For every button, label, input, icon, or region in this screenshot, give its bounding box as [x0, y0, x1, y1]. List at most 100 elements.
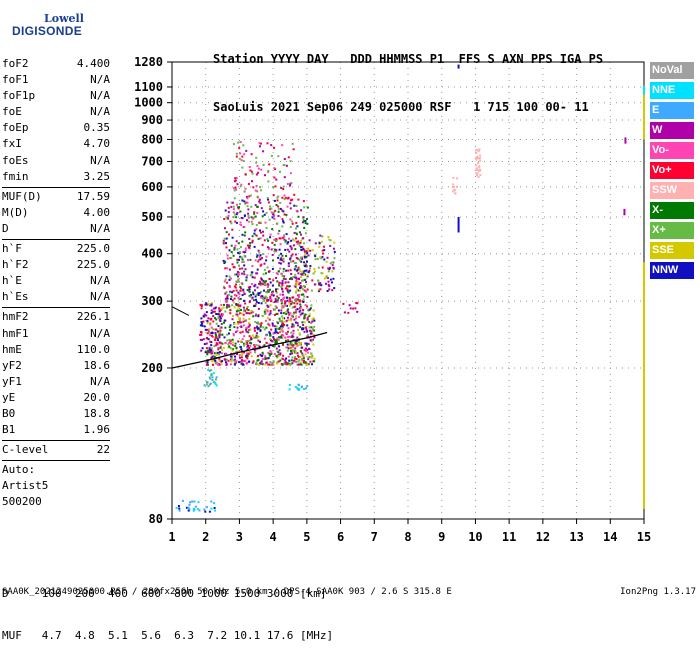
echo-point	[289, 289, 292, 292]
echo-point	[280, 309, 283, 312]
echo-point	[214, 344, 217, 347]
echo-point	[238, 280, 240, 283]
echo-point	[236, 322, 239, 325]
echo-point	[281, 196, 284, 199]
echo-point	[232, 359, 235, 362]
echo-point	[256, 359, 259, 362]
echo-point	[267, 305, 270, 308]
echo-point	[247, 183, 250, 185]
y-tick-label: 600	[141, 180, 163, 194]
echo-point	[242, 320, 245, 323]
echo-point	[208, 303, 211, 306]
echo-point	[235, 188, 238, 191]
echo-point	[293, 284, 296, 287]
echo-point	[286, 288, 289, 291]
echo-point	[295, 321, 297, 324]
echo-point	[211, 334, 213, 337]
echo-point	[205, 342, 208, 345]
echo-point	[227, 343, 230, 346]
echo-point	[294, 285, 297, 288]
echo-point	[229, 339, 232, 342]
echo-point	[479, 157, 481, 160]
echo-point	[259, 264, 262, 267]
echo-point	[291, 306, 294, 309]
echo-point	[225, 363, 228, 366]
echo-point	[224, 352, 226, 355]
echo-point	[266, 266, 269, 269]
echo-point	[246, 326, 248, 329]
echo-point	[333, 250, 336, 253]
echo-point	[242, 317, 245, 320]
echo-point	[199, 338, 202, 341]
param-value: 225.0	[76, 258, 110, 272]
echo-point	[239, 304, 242, 307]
echo-point	[285, 233, 288, 236]
echo-point	[479, 169, 482, 171]
echo-point	[175, 507, 178, 510]
echo-point	[274, 308, 276, 311]
param-row: hmE 110.0	[2, 342, 110, 358]
echo-point	[229, 312, 232, 315]
echo-point	[238, 293, 241, 296]
echo-point	[280, 302, 283, 305]
echo-point	[235, 294, 238, 297]
echo-point	[281, 218, 284, 221]
echo-point	[267, 180, 270, 183]
echo-point	[227, 206, 230, 209]
echo-point	[288, 250, 291, 253]
echo-point	[224, 227, 226, 230]
echo-point	[274, 298, 277, 301]
echo-point	[251, 180, 253, 183]
echo-point	[265, 326, 268, 329]
param-value: 225.0	[76, 242, 110, 256]
echo-point	[226, 297, 229, 300]
echo-point	[243, 153, 246, 156]
x-tick-label: 4	[270, 530, 277, 544]
echo-point	[241, 294, 244, 297]
echo-point	[247, 286, 250, 289]
echo-point	[288, 278, 291, 280]
echo-point	[270, 154, 273, 157]
echo-point	[271, 228, 274, 231]
echo-point	[225, 246, 228, 249]
echo-point	[327, 283, 330, 286]
echo-point	[223, 241, 226, 243]
echo-point	[266, 283, 269, 286]
echo-point	[275, 355, 278, 358]
legend-item-sse: SSE	[650, 242, 694, 259]
echo-point	[292, 296, 295, 299]
echo-point	[226, 333, 229, 336]
param-label: MUF(D)	[2, 189, 42, 203]
echo-point	[264, 355, 267, 358]
echo-point	[206, 381, 209, 384]
echo-point	[231, 201, 234, 204]
echo-point	[226, 281, 229, 284]
echo-point	[313, 283, 316, 286]
echo-point	[329, 262, 332, 265]
echo-point	[295, 240, 298, 243]
echo-point	[246, 289, 249, 292]
echo-point	[295, 339, 298, 342]
echo-point	[256, 211, 259, 214]
echo-point	[306, 217, 308, 220]
param-value: 22	[96, 443, 110, 457]
echo-point	[279, 359, 282, 362]
echo-point	[200, 317, 203, 320]
echo-point	[239, 210, 242, 213]
echo-point	[260, 142, 262, 145]
echo-point	[271, 324, 274, 327]
echo-point	[270, 351, 273, 354]
echo-point	[212, 328, 215, 331]
echo-point	[241, 267, 244, 270]
echo-point	[217, 346, 220, 349]
echo-point	[263, 262, 266, 265]
echo-point	[210, 373, 213, 376]
echo-point	[234, 213, 237, 216]
echo-point	[267, 363, 270, 366]
echo-point	[284, 300, 287, 303]
echo-point	[245, 328, 248, 331]
echo-point	[222, 285, 225, 288]
echo-point	[278, 229, 281, 232]
echo-point	[236, 329, 239, 332]
echo-point	[327, 267, 330, 270]
